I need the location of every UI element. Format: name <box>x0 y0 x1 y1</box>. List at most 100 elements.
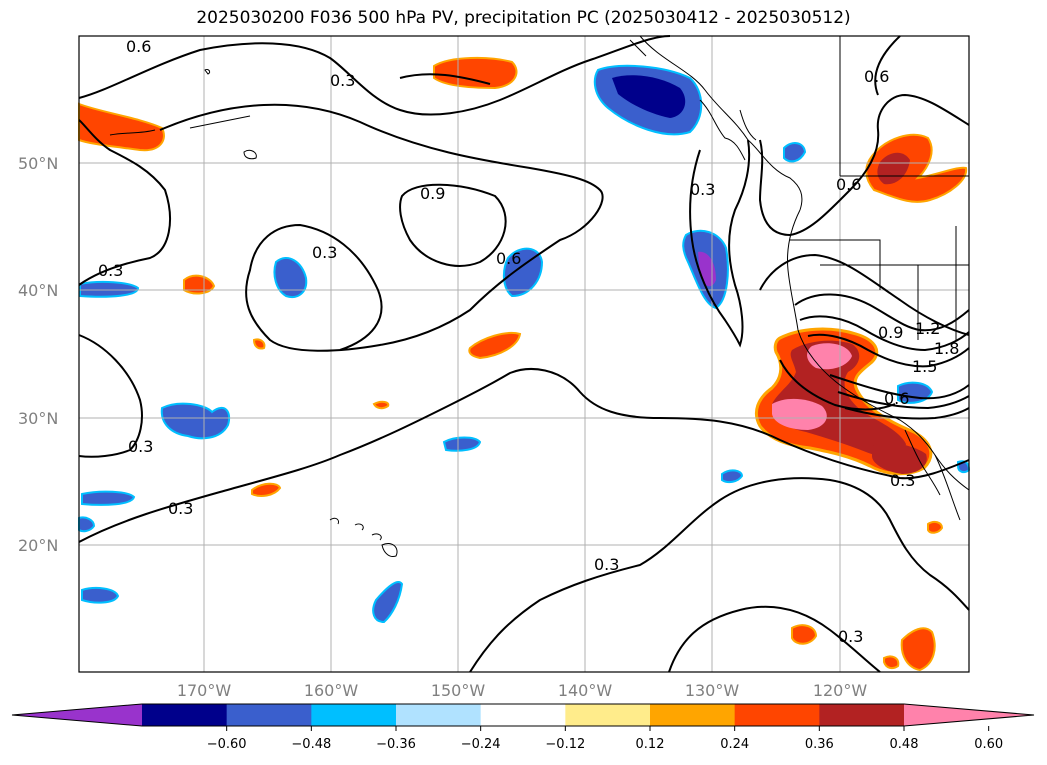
precip-pos-160w-36n <box>252 338 266 350</box>
precip-neg-127w-51n <box>783 142 807 163</box>
lat-label-20n: 20°N <box>18 536 58 555</box>
contour-label: 0.3 <box>312 243 337 262</box>
lat-label-50n: 50°N <box>18 154 58 173</box>
colorbar-segment <box>565 704 651 726</box>
precip-neg-175w-24n <box>81 490 136 506</box>
colorbar-tick-label: 0.48 <box>890 737 919 752</box>
lon-label-130w: 130°W <box>685 681 740 700</box>
contour-label: 0.3 <box>838 627 863 646</box>
contour-label: 0.3 <box>690 180 715 199</box>
contour-0-3-sw-loop <box>78 334 143 458</box>
colorbar-segment <box>819 704 905 726</box>
colorbar-tick-label: −0.24 <box>461 737 501 752</box>
colorbar-tick-label: −0.48 <box>291 737 331 752</box>
contour-0-9-cal <box>759 253 970 336</box>
contour-label: 0.6 <box>496 249 521 268</box>
colorbar-extend-high <box>904 704 1034 726</box>
map-title: 2025030200 F036 500 hPa PV, precipitatio… <box>196 8 851 28</box>
contour-1-2 <box>794 293 970 332</box>
contour-label: 1.5 <box>912 357 937 376</box>
precip-neg-129w-26n <box>721 469 744 484</box>
precip-pos-california-max-north <box>807 343 852 370</box>
contour-label: 0.3 <box>168 499 193 518</box>
precip-pos-baja <box>872 443 927 474</box>
precip-pos-114w-21n <box>927 520 944 534</box>
contour-label: 1.2 <box>915 319 940 338</box>
contour-0-6-coast <box>758 93 970 237</box>
colorbar-extend-low <box>12 704 142 726</box>
precip-neg-175w-16n <box>81 587 120 604</box>
precip-pos-118w-48n <box>865 133 968 203</box>
contour-0-9-mid <box>399 183 507 267</box>
colorbar-tick-label: 0.36 <box>805 737 834 752</box>
colorbar: −0.60 −0.48 −0.36 −0.24 −0.12 0.12 0.24 0.36 0.4… <box>11 703 1035 752</box>
lon-label-170w: 170°W <box>177 681 232 700</box>
contour-label: 0.3 <box>330 71 355 90</box>
precip-neg-163w-40n <box>273 257 308 298</box>
contour-label: 0.9 <box>878 323 903 342</box>
coastlines <box>109 35 970 557</box>
precip-pos-115w-13n <box>900 627 936 672</box>
contour-labels: 0.6 0.6 0.9 0.3 0.6 0.3 0.3 0.6 0.3 0.3 … <box>98 37 959 646</box>
colorbar-segment <box>650 704 736 726</box>
contour-0-3-west <box>78 119 171 286</box>
precip-neg-175w-40n <box>79 280 140 298</box>
precip-pos-155w-31n <box>372 400 390 410</box>
contour-0-3-south <box>469 477 970 673</box>
contour-0-3-big-loop <box>159 103 604 352</box>
contour-0-3-se <box>668 605 881 673</box>
precip-neg-150w-28n <box>442 436 482 452</box>
precip-pos-168w-40n <box>183 274 216 295</box>
precip-pos-116w-14n <box>883 655 900 670</box>
contour-inner-1 <box>829 374 970 400</box>
pv-contours <box>78 35 970 673</box>
contour-label: 0.9 <box>420 184 445 203</box>
colorbar-tick-label: −0.36 <box>376 737 416 752</box>
contour-label: 0.6 <box>836 175 861 194</box>
gridlines <box>79 36 969 672</box>
colorbar-segment <box>396 704 482 726</box>
colorbar-outline <box>11 703 1035 727</box>
longitude-labels: 170°W 160°W 150°W 140°W 130°W 120°W <box>177 681 868 700</box>
precip-neg-168w-30n <box>160 402 231 440</box>
contour-inner-2 <box>837 391 970 410</box>
colorbar-tick-label: 0.60 <box>974 737 1003 752</box>
contour-1-8 <box>807 333 970 368</box>
latitude-labels: 50°N 40°N 30°N 20°N <box>18 154 58 555</box>
map-frame <box>78 35 970 673</box>
precip-neg-gulf-core <box>612 75 686 118</box>
precip-pos-147w-36n <box>468 332 522 360</box>
contour-label: 0.3 <box>98 261 123 280</box>
colorbar-segment <box>226 704 312 726</box>
lon-label-120w: 120°W <box>813 681 868 700</box>
precip-pos-155w-55n <box>433 56 518 90</box>
contour-label: 0.3 <box>128 437 153 456</box>
colorbar-tick-label: 0.24 <box>720 737 749 752</box>
lon-label-160w: 160°W <box>304 681 359 700</box>
contour-label: 0.3 <box>594 555 619 574</box>
colorbar-tick-label: −0.60 <box>207 737 247 752</box>
contour-0-3-coast <box>689 139 751 348</box>
contour-0-6-east <box>874 35 901 96</box>
colorbar-segment <box>142 704 228 726</box>
precip-neg-180-21n <box>78 516 96 533</box>
contour-0-6-cal <box>779 359 896 411</box>
contour-inner-3 <box>844 407 970 420</box>
contour-label: 0.6 <box>126 37 151 56</box>
lat-label-30n: 30°N <box>18 409 58 428</box>
contour-1-5 <box>799 315 970 352</box>
colorbar-segment <box>480 704 566 726</box>
contour-label: 0.6 <box>884 389 909 408</box>
contour-label: 1.8 <box>934 339 959 358</box>
contour-0-6-north <box>78 35 671 116</box>
precip-pos-west-edge <box>78 102 165 152</box>
precip-pos-123w-13n <box>791 624 818 645</box>
precip-pos-165w-24n <box>251 482 282 497</box>
lon-label-150w: 150°W <box>431 681 486 700</box>
lat-label-40n: 40°N <box>18 281 58 300</box>
lon-label-140w: 140°W <box>558 681 613 700</box>
contour-0-3-lower <box>78 368 970 543</box>
colorbar-segment <box>734 704 820 726</box>
precip-neg-155w-16n <box>372 581 404 624</box>
